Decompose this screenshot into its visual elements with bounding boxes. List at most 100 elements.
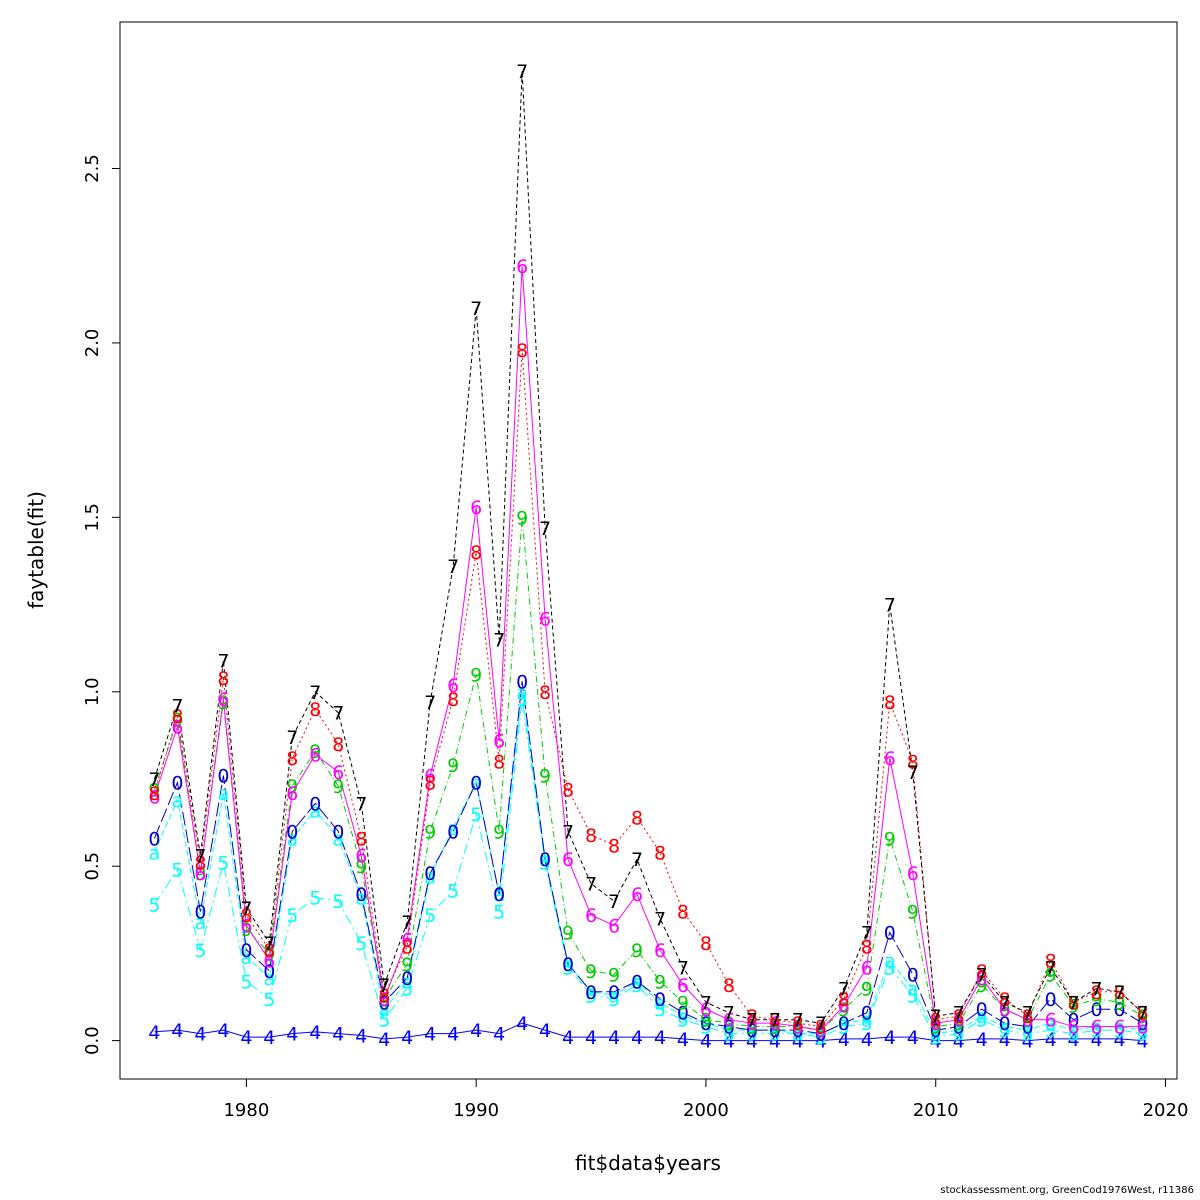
series-mark-7: 7 — [861, 922, 873, 944]
series-mark-9: 9 — [861, 978, 873, 1000]
series-mark-5: 5 — [401, 978, 413, 1000]
series-mark-5: 5 — [1045, 1020, 1057, 1042]
series-mark-6: 6 — [838, 996, 850, 1018]
series-mark-9: 9 — [240, 919, 252, 941]
series-mark-8: 8 — [700, 933, 712, 955]
series-mark-0: 0 — [148, 828, 160, 850]
series-mark-6: 6 — [286, 783, 298, 805]
series-mark-5: 5 — [608, 989, 620, 1011]
series-mark-7: 7 — [884, 595, 896, 617]
series-mark-7: 7 — [631, 849, 643, 871]
series-mark-0: 0 — [815, 1024, 827, 1046]
series-mark-4: 4 — [1068, 1029, 1080, 1051]
series-mark-4: 4 — [631, 1027, 643, 1049]
series-mark-8: 8 — [1045, 950, 1057, 972]
series-mark-4: 4 — [263, 1027, 275, 1049]
series-mark-7: 7 — [746, 1010, 758, 1032]
series-mark-4: 4 — [608, 1027, 620, 1049]
series-mark-0: 0 — [240, 940, 252, 962]
series-mark-7: 7 — [1114, 982, 1126, 1004]
series-mark-5: 5 — [1068, 1024, 1080, 1046]
series-mark-8: 8 — [930, 1010, 942, 1032]
series-mark-7: 7 — [700, 992, 712, 1014]
series-mark-4: 4 — [1136, 1031, 1148, 1053]
y-tick-label: 0.0 — [82, 1026, 103, 1055]
series-mark-8: 8 — [240, 905, 252, 927]
series-mark-9: 9 — [976, 975, 988, 997]
series-mark-8: 8 — [815, 1017, 827, 1039]
series-mark-9: 9 — [723, 1013, 735, 1035]
series-mark-8: 8 — [1091, 982, 1103, 1004]
series-mark-a: a — [1022, 1020, 1034, 1042]
series-mark-9: 9 — [286, 776, 298, 798]
series-mark-0: 0 — [861, 1003, 873, 1025]
series-mark-6: 6 — [240, 916, 252, 938]
y-tick-label: 2.5 — [82, 154, 103, 183]
series-mark-8: 8 — [1114, 982, 1126, 1004]
series-mark-4: 4 — [401, 1027, 413, 1049]
series-mark-7: 7 — [608, 891, 620, 913]
series-mark-7: 7 — [332, 703, 344, 725]
series-mark-7: 7 — [930, 1006, 942, 1028]
series-mark-7: 7 — [447, 556, 459, 578]
series-mark-7: 7 — [976, 964, 988, 986]
series-mark-8: 8 — [1022, 1006, 1034, 1028]
y-axis-title: faytable(fit) — [24, 491, 48, 609]
series-mark-6: 6 — [723, 1010, 735, 1032]
series-mark-8: 8 — [861, 936, 873, 958]
series-mark-8: 8 — [194, 853, 206, 875]
series-mark-a: a — [1045, 1013, 1057, 1035]
series-mark-a: a — [792, 1024, 804, 1046]
series-mark-6: 6 — [815, 1020, 827, 1042]
series-mark-6: 6 — [194, 863, 206, 885]
series-mark-5: 5 — [194, 940, 206, 962]
series-mark-4: 4 — [447, 1024, 459, 1046]
series-mark-9: 9 — [148, 779, 160, 801]
series-mark-7: 7 — [378, 975, 390, 997]
series-mark-a: a — [287, 828, 299, 850]
series-mark-0: 0 — [792, 1020, 804, 1042]
series-mark-4: 4 — [1091, 1029, 1103, 1051]
series-mark-7: 7 — [1091, 978, 1103, 1000]
series-mark-9: 9 — [332, 776, 344, 798]
series-mark-8: 8 — [171, 706, 183, 728]
series-mark-a: a — [1114, 1017, 1126, 1039]
series-mark-9: 9 — [654, 971, 666, 993]
series-mark-5: 5 — [217, 853, 229, 875]
series-mark-7: 7 — [171, 696, 183, 718]
series-mark-4: 4 — [769, 1031, 781, 1053]
series-mark-5: 5 — [1091, 1020, 1103, 1042]
series-mark-9: 9 — [424, 821, 436, 843]
series-mark-0: 0 — [355, 884, 367, 906]
series-mark-4: 4 — [1022, 1031, 1034, 1053]
series-mark-0: 0 — [447, 821, 459, 843]
series-mark-a: a — [953, 1020, 965, 1042]
series-mark-6: 6 — [1091, 1017, 1103, 1039]
series-mark-0: 0 — [539, 849, 551, 871]
series-mark-6: 6 — [1136, 1017, 1148, 1039]
series-mark-6: 6 — [953, 1010, 965, 1032]
series-lines — [153, 70, 1143, 1042]
series-mark-8: 8 — [746, 1006, 758, 1028]
series-mark-8: 8 — [585, 825, 597, 847]
series-mark-a: a — [746, 1020, 758, 1042]
series-mark-9: 9 — [907, 902, 919, 924]
series-mark-8: 8 — [217, 668, 229, 690]
series-mark-7: 7 — [240, 898, 252, 920]
series-mark-8: 8 — [286, 748, 298, 770]
x-tick-label: 2000 — [683, 1100, 729, 1121]
series-mark-0: 0 — [677, 1003, 689, 1025]
series-mark-8: 8 — [1136, 1003, 1148, 1025]
series-mark-4: 4 — [516, 1013, 528, 1035]
series-mark-a: a — [539, 849, 551, 871]
series-mark-8: 8 — [378, 985, 390, 1007]
series-mark-5: 5 — [838, 1017, 850, 1039]
series-mark-4: 4 — [585, 1027, 597, 1049]
series-mark-0: 0 — [654, 989, 666, 1011]
series-mark-7: 7 — [401, 912, 413, 934]
series-mark-8: 8 — [539, 682, 551, 704]
series-mark-5: 5 — [746, 1024, 758, 1046]
series-mark-8: 8 — [654, 842, 666, 864]
series-line-6 — [153, 266, 1143, 1031]
